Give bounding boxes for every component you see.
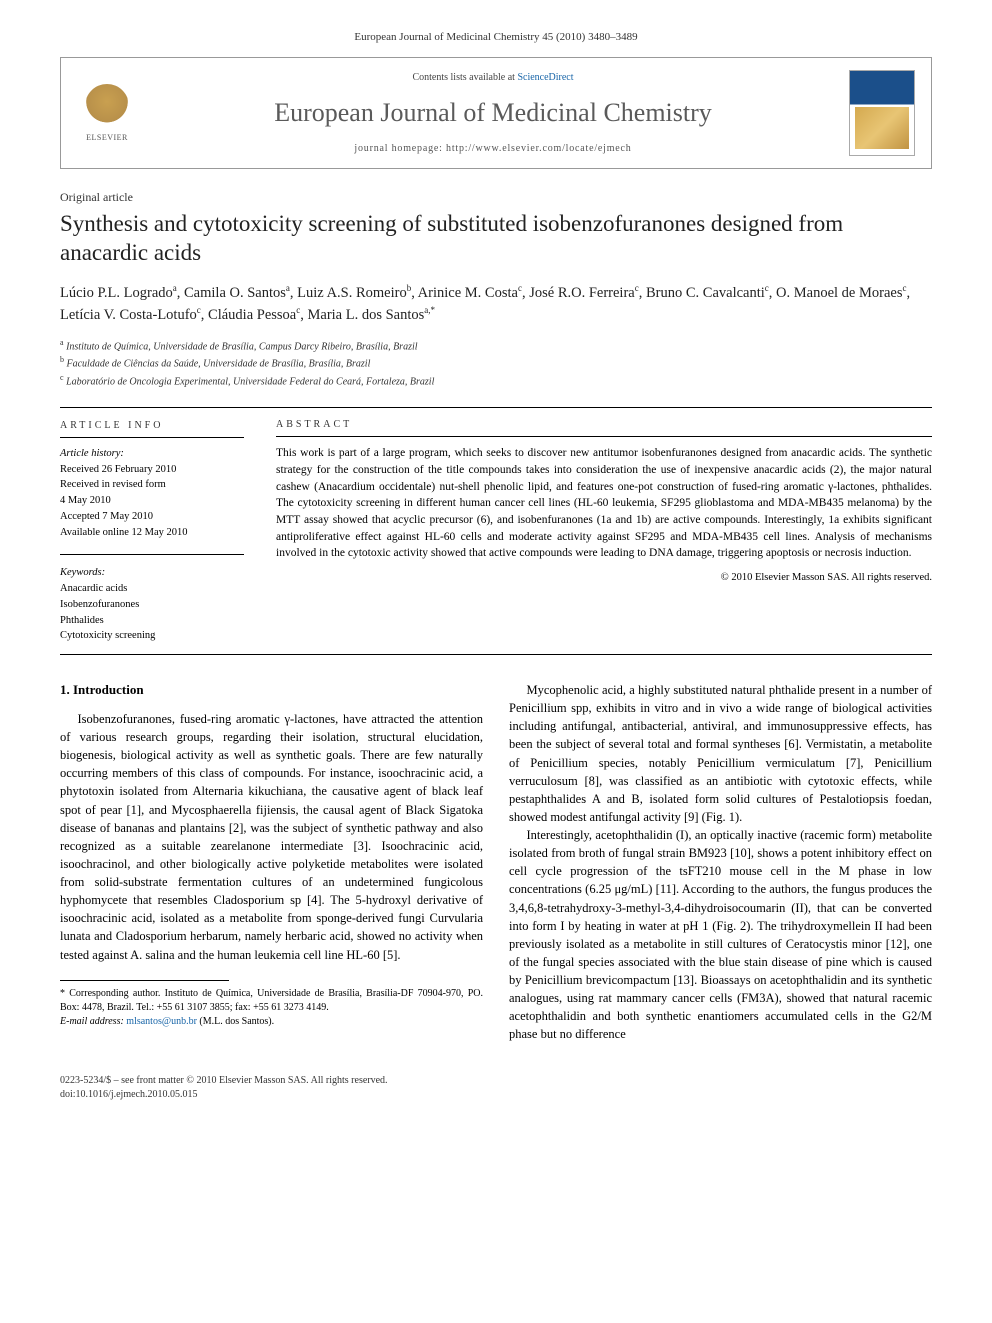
footnote-separator bbox=[60, 980, 229, 981]
elsevier-logo: ELSEVIER bbox=[77, 78, 137, 148]
intro-para-3: Interestingly, acetophthalidin (I), an o… bbox=[509, 826, 932, 1044]
article-type: Original article bbox=[60, 189, 932, 206]
history-dates: Received 26 February 2010Received in rev… bbox=[60, 464, 188, 538]
meta-divider bbox=[60, 554, 244, 555]
abstract-text: This work is part of a large program, wh… bbox=[276, 445, 932, 562]
intro-para-1: Isobenzofuranones, fused-ring aromatic γ… bbox=[60, 710, 483, 964]
meta-abstract-row: ARTICLE INFO Article history: Received 2… bbox=[60, 407, 932, 655]
abstract-label: ABSTRACT bbox=[276, 418, 932, 438]
article-body: 1. Introduction Isobenzofuranones, fused… bbox=[60, 681, 932, 1044]
article-info-label: ARTICLE INFO bbox=[60, 418, 244, 438]
affiliations: a Instituto de Química, Universidade de … bbox=[60, 337, 932, 389]
journal-title: European Journal of Medicinal Chemistry bbox=[157, 95, 829, 131]
corresponding-author-footnote: * Corresponding author. Instituto de Quí… bbox=[60, 987, 483, 1029]
corr-author-text: * Corresponding author. Instituto de Quí… bbox=[60, 987, 483, 1015]
contents-prefix: Contents lists available at bbox=[412, 72, 517, 83]
section-heading-intro: 1. Introduction bbox=[60, 681, 483, 700]
keywords-label: Keywords: bbox=[60, 567, 105, 578]
email-link[interactable]: mlsantos@unb.br bbox=[126, 1016, 197, 1027]
homepage-url[interactable]: http://www.elsevier.com/locate/ejmech bbox=[446, 143, 632, 154]
article-history: Article history: Received 26 February 20… bbox=[60, 446, 244, 541]
email-suffix: (M.L. dos Santos). bbox=[197, 1016, 274, 1027]
history-label: Article history: bbox=[60, 448, 124, 459]
keywords-list: Anacardic acidsIsobenzofuranonesPhthalid… bbox=[60, 581, 244, 644]
email-label: E-mail address: bbox=[60, 1016, 126, 1027]
running-head: European Journal of Medicinal Chemistry … bbox=[60, 30, 932, 45]
article-title: Synthesis and cytotoxicity screening of … bbox=[60, 210, 932, 268]
keywords-block: Keywords: Anacardic acidsIsobenzofuranon… bbox=[60, 565, 244, 644]
journal-cover-thumbnail bbox=[849, 70, 915, 156]
footer-doi: doi:10.1016/j.ejmech.2010.05.015 bbox=[60, 1088, 388, 1102]
journal-header-box: ELSEVIER Contents lists available at Sci… bbox=[60, 57, 932, 169]
article-info-column: ARTICLE INFO Article history: Received 2… bbox=[60, 408, 260, 654]
homepage-prefix: journal homepage: bbox=[354, 143, 446, 154]
abstract-copyright: © 2010 Elsevier Masson SAS. All rights r… bbox=[276, 570, 932, 585]
footer-copyright: 0223-5234/$ – see front matter © 2010 El… bbox=[60, 1074, 388, 1088]
abstract-column: ABSTRACT This work is part of a large pr… bbox=[260, 408, 932, 654]
footer-left: 0223-5234/$ – see front matter © 2010 El… bbox=[60, 1074, 388, 1102]
contents-available-line: Contents lists available at ScienceDirec… bbox=[157, 71, 829, 85]
journal-center: Contents lists available at ScienceDirec… bbox=[157, 71, 829, 155]
sciencedirect-link[interactable]: ScienceDirect bbox=[517, 72, 573, 83]
elsevier-tree-icon bbox=[85, 84, 129, 128]
homepage-line: journal homepage: http://www.elsevier.co… bbox=[157, 142, 829, 156]
author-list: Lúcio P.L. Logradoa, Camila O. Santosa, … bbox=[60, 282, 932, 327]
publisher-label: ELSEVIER bbox=[86, 132, 128, 143]
page-footer: 0223-5234/$ – see front matter © 2010 El… bbox=[60, 1068, 932, 1102]
intro-para-2: Mycophenolic acid, a highly substituted … bbox=[509, 681, 932, 826]
